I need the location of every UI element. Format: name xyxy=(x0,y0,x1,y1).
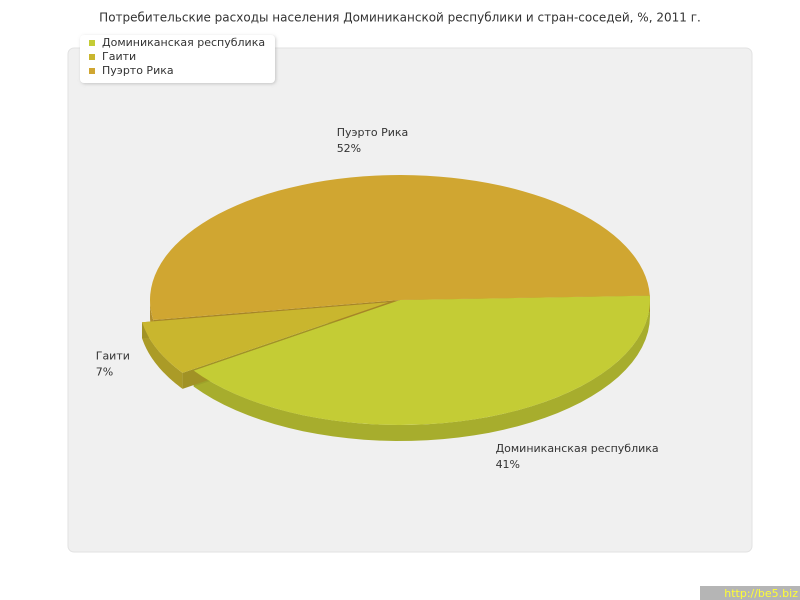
slice-label: Гаити xyxy=(96,349,130,362)
legend-label: Гаити xyxy=(102,50,136,63)
legend-marker xyxy=(89,40,95,46)
chart-title: Потребительские расходы населения Домини… xyxy=(99,11,701,25)
legend-marker xyxy=(89,54,95,60)
legend-marker xyxy=(89,68,95,74)
slice-side xyxy=(142,322,183,389)
slice-label: Доминиканская республика xyxy=(496,442,659,455)
slice-side xyxy=(193,300,650,441)
pie: Доминиканская республика 41% Гаити 7% Пуэрто… xyxy=(96,126,659,471)
slice-value-label: 52% xyxy=(337,142,361,155)
legend-label: Доминиканская республика xyxy=(102,36,265,49)
watermark: http://be5.biz xyxy=(724,587,798,600)
slice-label: Пуэрто Рика xyxy=(337,126,409,139)
slice-value-label: 7% xyxy=(96,365,113,378)
legend xyxy=(80,35,275,83)
slice xyxy=(142,302,389,373)
slice-value-label: 41% xyxy=(496,458,520,471)
slice xyxy=(193,295,650,426)
watermark-bg xyxy=(700,586,800,600)
slice xyxy=(150,175,650,320)
legend-label: Пуэрто Рика xyxy=(102,64,174,77)
